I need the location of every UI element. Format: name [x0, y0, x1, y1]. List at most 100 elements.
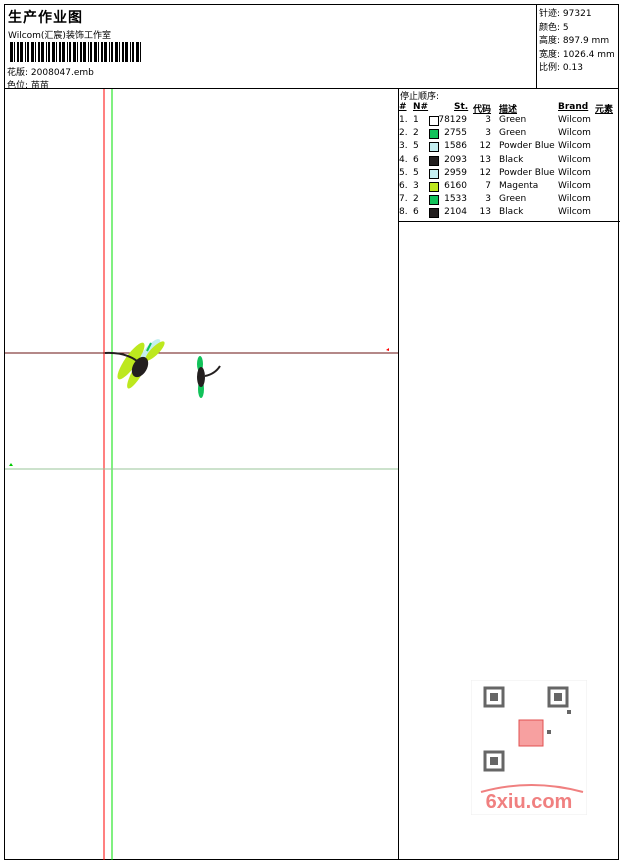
- row-code: 13: [479, 207, 491, 218]
- start-marker: [9, 463, 13, 466]
- barcode-bar: [20, 42, 23, 62]
- color-swatch: [429, 182, 439, 192]
- barcode-bar: [104, 42, 107, 62]
- table-row: 8. 6 2104 13 Black Wilcom: [399, 207, 620, 220]
- barcode-bar: [119, 42, 120, 62]
- watermark: 6xiu.com: [471, 680, 587, 815]
- watermark-site: 6xiu.com: [486, 791, 573, 813]
- col-code: 代码: [473, 105, 492, 115]
- barcode-bar: [88, 42, 89, 62]
- col-elem: 元素: [595, 105, 614, 115]
- row-num: 8.: [399, 207, 408, 218]
- row-code: 12: [479, 167, 491, 178]
- preview-svg: [5, 89, 398, 860]
- row-stitches: 78129: [438, 115, 467, 125]
- barcode-bar: [109, 42, 110, 62]
- barcode-bar: [46, 42, 47, 62]
- barcode-bar: [17, 42, 19, 62]
- barcode-bar: [25, 42, 26, 62]
- barcode-bar: [111, 42, 113, 62]
- row-n: 6: [413, 154, 419, 165]
- row-num: 1.: [399, 115, 408, 125]
- barcode-bar: [41, 42, 44, 62]
- row-num: 6.: [399, 181, 408, 191]
- row-code: 13: [479, 154, 491, 165]
- row-desc: Powder Blue: [499, 141, 555, 152]
- page-title: 生产作业图: [8, 10, 83, 26]
- col-st: St.: [454, 102, 469, 112]
- color-swatch: [429, 168, 439, 179]
- barcode-bar: [27, 42, 29, 62]
- row-code: 7: [485, 181, 491, 191]
- barcode-bar: [94, 42, 97, 62]
- color-swatch: [429, 142, 439, 153]
- end-marker: [386, 348, 389, 351]
- table-row: 4. 6 2093 13 Black Wilcom: [399, 155, 620, 168]
- row-num: 5.: [399, 167, 408, 178]
- table-row: 1. 1 78129 3 Green Wilcom: [399, 115, 620, 128]
- dragonfly-left: [104, 339, 165, 389]
- row-n: 3: [413, 181, 419, 191]
- table-header: # N# St. 代码 描述 Brand 元素: [399, 102, 620, 115]
- row-stitches: 1586: [444, 141, 467, 152]
- col-n: N#: [413, 102, 429, 112]
- barcode-bar: [115, 42, 118, 62]
- row-n: 6: [413, 207, 419, 218]
- barcode-bar: [31, 42, 34, 62]
- qr-finder: [483, 686, 505, 708]
- company-name: Wilcom(汇宸)装饰工作室: [8, 31, 111, 41]
- qr-finder: [547, 686, 569, 708]
- row-n: 5: [413, 141, 419, 152]
- table-row: 5. 5 2959 12 Powder Blue Wilcom: [399, 168, 620, 181]
- row-n: 2: [413, 128, 419, 139]
- row-stitches: 1533: [444, 194, 467, 205]
- row-brand: Wilcom: [558, 194, 591, 205]
- row-brand: Wilcom: [558, 207, 591, 218]
- stat-stitches: 针迹: 97321: [539, 9, 592, 19]
- color-swatch: [429, 208, 439, 219]
- row-stitches: 2959: [444, 167, 467, 178]
- design-preview: [5, 89, 398, 860]
- barcode-bar: [80, 42, 82, 62]
- barcode-bar: [69, 42, 71, 62]
- barcode-bar: [73, 42, 76, 62]
- barcode-bar: [52, 42, 55, 62]
- row-num: 3.: [399, 141, 408, 152]
- header: 生产作业图 Wilcom(汇宸)装饰工作室 花版: 2008047.emb 色位…: [4, 4, 619, 91]
- qr-finder: [483, 750, 505, 772]
- row-n: 5: [413, 167, 419, 178]
- row-desc: Green: [499, 115, 527, 125]
- row-desc: Black: [499, 207, 524, 218]
- dragonfly-right: [197, 356, 221, 398]
- stat-width: 宽度: 1026.4 mm: [539, 49, 615, 60]
- barcode: [10, 42, 141, 62]
- row-stitches: 2755: [444, 128, 467, 139]
- stat-scale: 比例: 0.13: [539, 63, 583, 73]
- row-desc: Magenta: [499, 181, 539, 191]
- row-desc: Green: [499, 128, 527, 139]
- color-sequence-panel: 停止顺序: # N# St. 代码 描述 Brand 元素 1. 1 78129…: [398, 89, 620, 860]
- row-num: 4.: [399, 154, 408, 165]
- row-n: 1: [413, 115, 419, 125]
- row-brand: Wilcom: [558, 128, 591, 139]
- barcode-bar: [130, 42, 131, 62]
- row-stitches: 2093: [444, 154, 467, 165]
- row-desc: Green: [499, 194, 527, 205]
- barcode-bar: [122, 42, 124, 62]
- row-desc: Powder Blue: [499, 167, 555, 178]
- table-caption: 停止顺序:: [400, 92, 440, 102]
- barcode-bar: [101, 42, 103, 62]
- barcode-bar: [62, 42, 65, 62]
- barcode-bar: [10, 42, 13, 62]
- color-swatch: [429, 155, 439, 166]
- stat-height: 高度: 897.9 mm: [539, 36, 610, 46]
- barcode-bar: [136, 42, 139, 62]
- row-brand: Wilcom: [558, 181, 591, 191]
- row-code: 3: [485, 194, 491, 205]
- seal-logo: [518, 719, 544, 747]
- row-code: 3: [485, 115, 491, 125]
- color-swatch: [429, 195, 439, 206]
- colorway: 色位: 苗苗: [7, 78, 49, 91]
- row-code: 3: [485, 128, 491, 139]
- barcode-bar: [77, 42, 78, 62]
